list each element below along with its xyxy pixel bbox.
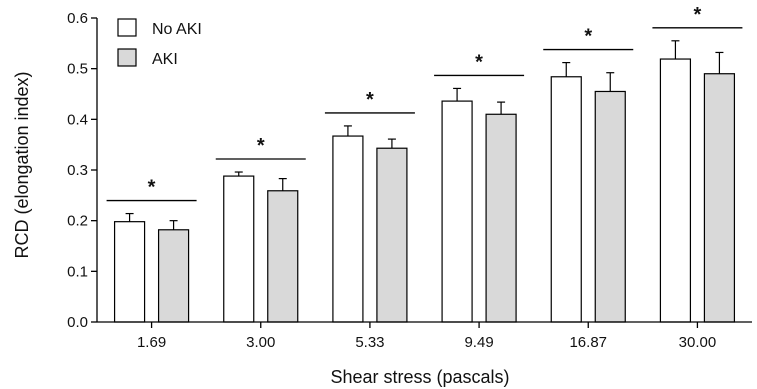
y-tick-label: 0.4 xyxy=(67,111,88,128)
y-axis-title: RCD (elongation index) xyxy=(12,71,32,258)
y-tick-label: 0.3 xyxy=(67,162,88,179)
x-axis-title: Shear stress (pascals) xyxy=(330,367,509,387)
y-tick-label: 0.6 xyxy=(67,10,88,27)
y-tick-label: 0.5 xyxy=(67,61,88,78)
plot-area: * * * * * * xyxy=(106,4,743,323)
bar xyxy=(550,76,582,323)
bar xyxy=(659,58,692,323)
x-axis: 1.69 3.00 5.33 9.49 16.87 30.00 xyxy=(97,321,752,351)
x-tick-label: 3.00 xyxy=(246,334,275,351)
y-axis: 0.0 0.1 0.2 0.3 0.4 0.5 0.6 xyxy=(67,10,98,331)
significance-mark: * xyxy=(366,89,374,111)
significance-mark: * xyxy=(475,51,483,73)
x-tick-label: 5.33 xyxy=(355,334,384,351)
legend-label: No AKI xyxy=(152,21,202,38)
x-tick-label: 9.49 xyxy=(464,334,493,351)
bar xyxy=(113,221,146,323)
bar xyxy=(267,190,299,323)
significance-mark: * xyxy=(148,177,156,199)
bar xyxy=(485,113,517,323)
y-tick-label: 0.2 xyxy=(67,213,88,230)
legend-swatch xyxy=(117,18,137,37)
legend-label: AKI xyxy=(152,51,178,68)
legend-swatch xyxy=(117,48,137,67)
x-tick-label: 30.00 xyxy=(679,334,717,351)
x-tick-label: 16.87 xyxy=(569,334,607,351)
bar xyxy=(441,100,473,323)
y-tick-label: 0.1 xyxy=(67,263,88,280)
significance-mark: * xyxy=(694,4,702,26)
bar xyxy=(223,175,255,323)
bar xyxy=(332,135,364,323)
legend: No AKI AKI xyxy=(117,18,202,68)
bar xyxy=(703,73,736,323)
significance-mark: * xyxy=(257,135,265,157)
x-tick-label: 1.69 xyxy=(137,334,166,351)
bar xyxy=(594,90,626,323)
bar xyxy=(376,147,408,323)
significance-mark: * xyxy=(584,26,592,48)
bar xyxy=(157,229,190,323)
y-tick-label: 0.0 xyxy=(67,314,88,331)
